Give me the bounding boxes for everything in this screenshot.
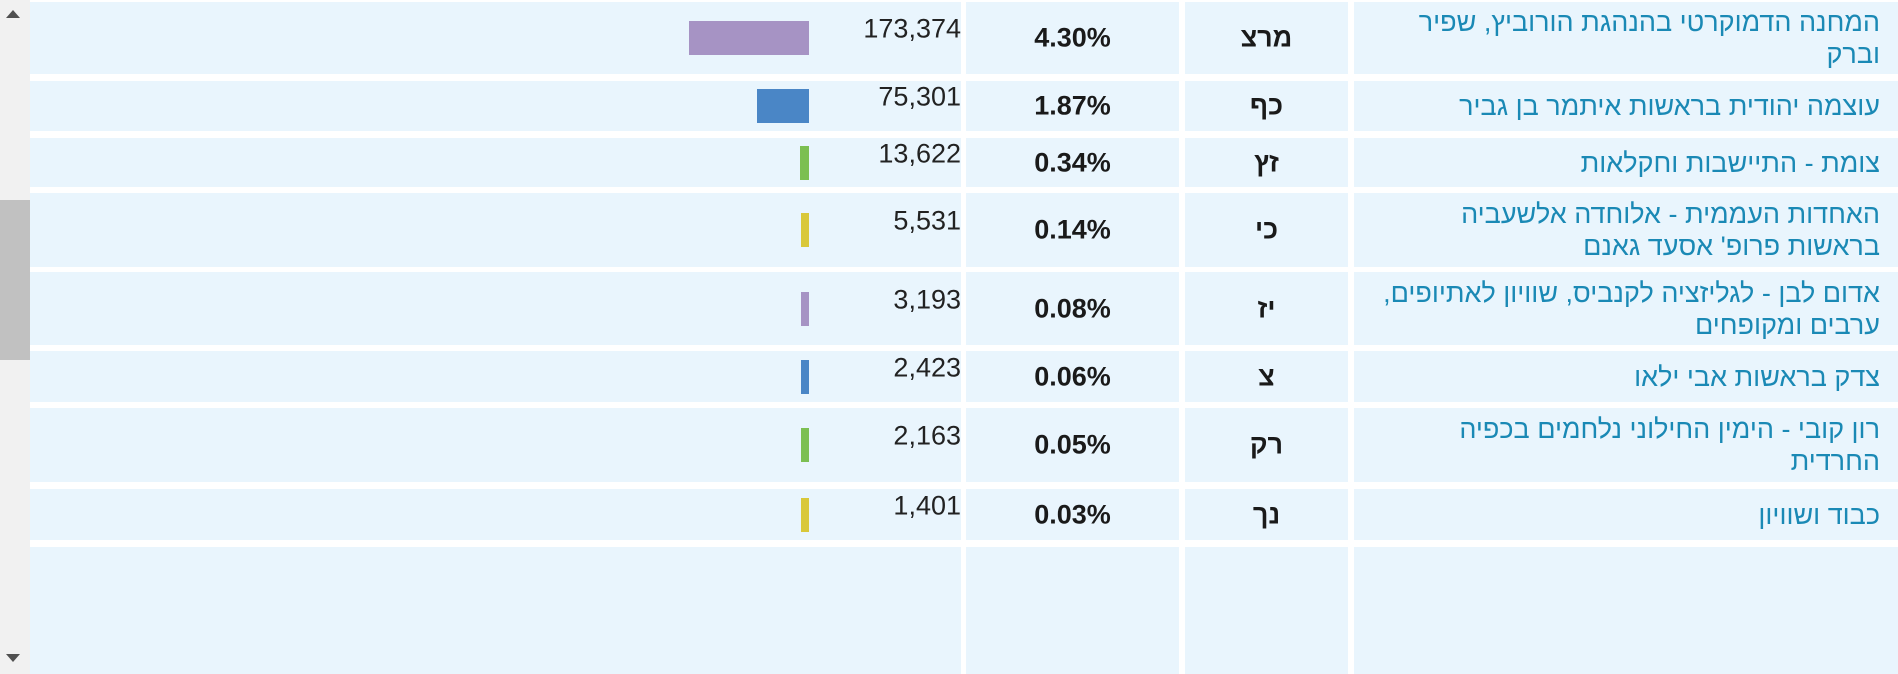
name-cell: האחדות העממית - אלוחדה אלשעביה בראשות פר… [1354,193,1898,267]
name-cell: צומת - התיישבות וחקלאות [1354,138,1898,187]
votes-cell: 2,163 [30,408,961,482]
name-cell: צדק בראשות אבי ילאו [1354,351,1898,402]
percent-cell: 0.05% [966,408,1179,482]
table-row: 3,193 0.08% יז אדום לבן - לגליזציה לקנבי… [30,272,1898,345]
vote-bar [757,89,809,123]
vote-count: 2,163 [893,420,961,451]
party-symbol: רק [1249,429,1284,460]
vote-count: 2,423 [893,352,961,382]
votes-cell: 75,301 [30,81,961,131]
table-row: 1,401 0.03% נך כבוד ושוויון [30,489,1898,540]
votes-cell [30,547,961,674]
scroll-up-arrow-icon[interactable] [6,10,20,18]
party-name-link[interactable]: אדום לבן - לגליזציה לקנביס, שוויון לאתיו… [1383,277,1880,340]
name-cell: כבוד ושוויון [1354,489,1898,540]
party-name-link[interactable]: צדק בראשות אבי ילאו [1634,361,1880,392]
vote-percent: 1.87% [1034,90,1111,121]
party-symbol: כף [1249,90,1284,121]
vote-bar [801,291,809,326]
vote-bar [800,145,809,180]
name-cell: אדום לבן - לגליזציה לקנביס, שוויון לאתיו… [1354,272,1898,345]
symbol-cell [1185,547,1348,674]
symbol-cell: זץ [1185,138,1348,187]
symbol-cell: צ [1185,351,1348,402]
vote-percent: 0.06% [1034,361,1111,391]
table-row: 5,531 0.14% כי האחדות העממית - אלוחדה אל… [30,193,1898,267]
table-row: 75,301 1.87% כף עוצמה יהודית בראשות איתמ… [30,81,1898,131]
table-row: 173,374 4.30% מרצ המחנה הדמוקרטי בהנהגת … [30,2,1898,74]
name-cell: המחנה הדמוקרטי בהנהגת הורוביץ, שפיר וברק [1354,2,1898,74]
party-name-link[interactable]: האחדות העממית - אלוחדה אלשעביה בראשות פר… [1461,199,1880,261]
symbol-cell: רק [1185,408,1348,482]
vote-count: 173,374 [863,13,961,44]
votes-cell: 173,374 [30,2,961,74]
vote-count: 1,401 [893,490,961,520]
votes-cell: 1,401 [30,489,961,540]
vote-count: 13,622 [878,138,961,168]
scroll-down-arrow-icon[interactable] [6,654,20,662]
vote-count: 5,531 [893,205,961,236]
party-name-link[interactable]: כבוד ושוויון [1758,499,1880,530]
scroll-thumb[interactable] [0,200,30,360]
table-row: 13,622 0.34% זץ צומת - התיישבות וחקלאות [30,138,1898,187]
percent-cell [966,547,1179,674]
votes-cell: 5,531 [30,193,961,267]
percent-cell: 0.08% [966,272,1179,345]
percent-cell: 0.03% [966,489,1179,540]
vote-count: 75,301 [878,81,961,112]
percent-cell: 1.87% [966,81,1179,131]
table-row [30,547,1898,674]
votes-cell: 3,193 [30,272,961,345]
party-name-link[interactable]: צומת - התיישבות וחקלאות [1580,147,1880,178]
percent-cell: 0.14% [966,193,1179,267]
vote-count: 3,193 [893,284,961,314]
vote-bar [689,21,809,55]
results-table: 173,374 4.30% מרצ המחנה הדמוקרטי בהנהגת … [30,0,1898,674]
votes-cell: 2,423 [30,351,961,402]
party-symbol: יז [1257,293,1276,323]
table-row: 2,163 0.05% רק רון קובי - הימין החילוני … [30,408,1898,482]
party-name-link[interactable]: רון קובי - הימין החילוני נלחמים בכפיה הח… [1459,414,1880,476]
table-row: 2,423 0.06% צ צדק בראשות אבי ילאו [30,351,1898,402]
votes-cell: 13,622 [30,138,961,187]
vote-bar [801,213,809,247]
vote-percent: 0.34% [1034,147,1111,177]
symbol-cell: כי [1185,193,1348,267]
vote-bar [801,497,809,532]
party-symbol: זץ [1254,147,1279,177]
symbol-cell: כף [1185,81,1348,131]
vote-percent: 0.03% [1034,499,1111,529]
party-symbol: מרצ [1240,22,1293,53]
party-symbol: כי [1254,214,1279,245]
percent-cell: 0.34% [966,138,1179,187]
party-symbol: צ [1258,361,1275,391]
vote-percent: 0.08% [1034,293,1111,323]
vote-percent: 4.30% [1034,22,1111,53]
name-cell: רון קובי - הימין החילוני נלחמים בכפיה הח… [1354,408,1898,482]
party-symbol: נך [1252,499,1281,529]
vote-bar [801,359,809,394]
name-cell [1354,547,1898,674]
party-name-link[interactable]: המחנה הדמוקרטי בהנהגת הורוביץ, שפיר וברק [1418,7,1880,69]
vote-percent: 0.14% [1034,214,1111,245]
vertical-scrollbar[interactable] [0,0,30,674]
vote-bar [801,428,809,462]
symbol-cell: נך [1185,489,1348,540]
symbol-cell: מרצ [1185,2,1348,74]
symbol-cell: יז [1185,272,1348,345]
name-cell: עוצמה יהודית בראשות איתמר בן גביר [1354,81,1898,131]
percent-cell: 4.30% [966,2,1179,74]
percent-cell: 0.06% [966,351,1179,402]
party-name-link[interactable]: עוצמה יהודית בראשות איתמר בן גביר [1459,91,1880,121]
vote-percent: 0.05% [1034,429,1111,460]
